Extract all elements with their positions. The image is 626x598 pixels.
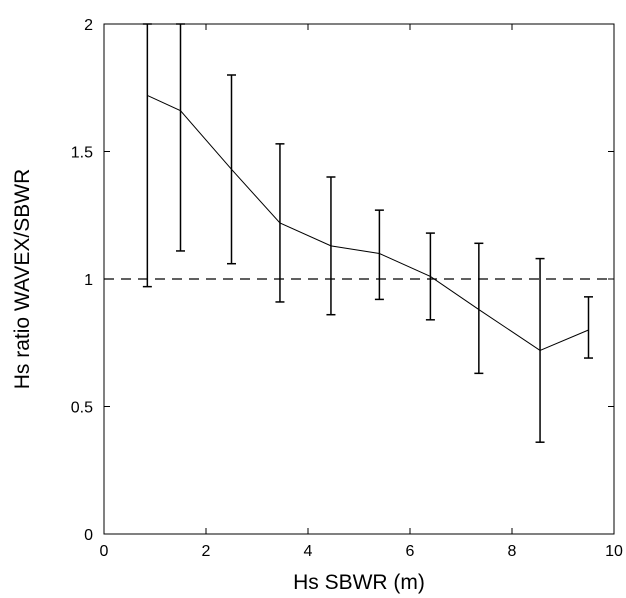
- y-tick-label: 2: [84, 17, 93, 34]
- y-tick-labels: 0 0.5 1 1.5 2: [71, 17, 93, 544]
- y-tick-label: 1: [84, 272, 93, 289]
- x-tick-label: 6: [406, 543, 415, 560]
- ticks: [104, 24, 614, 534]
- y-tick-label: 0.5: [71, 400, 93, 417]
- x-tick-label: 0: [100, 543, 109, 560]
- y-tick-label: 1.5: [71, 145, 93, 162]
- x-tick-labels: 0 2 4 6 8 10: [100, 543, 623, 560]
- x-tick-label: 10: [605, 543, 623, 560]
- x-axis-title: Hs SBWR (m): [293, 571, 425, 594]
- series-line: [147, 94, 589, 351]
- x-tick-label: 4: [304, 543, 313, 560]
- x-tick-label: 8: [508, 543, 517, 560]
- y-tick-label: 0: [84, 527, 93, 544]
- y-axis-title: Hs ratio WAVEX/SBWR: [11, 169, 34, 390]
- error-bars: [142, 23, 593, 443]
- x-tick-label: 2: [202, 543, 211, 560]
